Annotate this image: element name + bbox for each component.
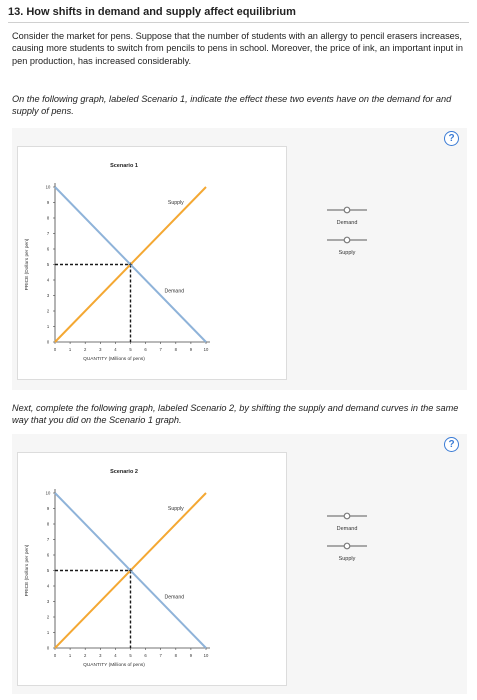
y-tick-label: 7 — [47, 231, 50, 236]
scenario-2-legend: Demand Supply — [292, 452, 432, 684]
x-axis-label: QUANTITY (Millions of pens) — [83, 662, 145, 668]
x-tick-label: 7 — [160, 653, 163, 658]
question-title: 13. How shifts in demand and supply affe… — [8, 6, 296, 18]
demand-tool[interactable]: Demand — [292, 510, 432, 538]
x-tick-label: 0 — [54, 347, 57, 352]
x-tick-label: 8 — [175, 653, 178, 658]
y-tick-label: 6 — [47, 553, 50, 558]
demand-curve-label: Demand — [164, 288, 184, 294]
y-tick-label: 1 — [47, 324, 50, 329]
y-tick-label: 2 — [47, 615, 50, 620]
scenario-1-panel: ? Scenario 1 0 1 2 3 4 5 6 7 8 9 10 0 1 2 3 4 5 6 7 8 9 10 QUAN… — [12, 128, 467, 390]
y-tick-label: 7 — [47, 537, 50, 542]
scenario-2-instruction: Next, complete the following graph, labe… — [12, 403, 459, 426]
help-icon[interactable]: ? — [444, 131, 459, 146]
x-tick-label: 8 — [175, 347, 178, 352]
y-tick-label: 3 — [47, 599, 50, 604]
supply-curve-label: Supply — [168, 506, 184, 512]
y-axis-label: PRICE (Dollars per pen) — [24, 238, 30, 290]
y-tick-label: 8 — [47, 522, 50, 527]
supply-tool-label: Supply — [338, 250, 356, 256]
scenario-1-graph[interactable]: Scenario 1 0 1 2 3 4 5 6 7 8 9 10 0 1 2 3 4 5 6 7 8 9 10 QUANTI… — [17, 146, 287, 380]
x-tick-label: 3 — [99, 653, 102, 658]
supply-tool-label: Supply — [338, 556, 356, 562]
supply-tool-icon[interactable] — [325, 540, 369, 552]
scenario-2-panel: ? Scenario 2 0 1 2 3 4 5 6 7 8 9 10 0 1 2 3 4 5 6 7 8 9 10 QUAN… — [12, 434, 467, 694]
y-tick-label: 9 — [47, 200, 50, 205]
scenario-2-chart[interactable]: Scenario 2 0 1 2 3 4 5 6 7 8 9 10 0 1 2 3 4 5 6 7 8 9 10 QUANTI… — [18, 453, 286, 685]
x-tick-label: 1 — [69, 347, 72, 352]
y-tick-label: 9 — [47, 506, 50, 511]
demand-tool-label: Demand — [336, 220, 358, 226]
y-tick-label: 4 — [47, 584, 50, 589]
y-tick-label: 8 — [47, 216, 50, 221]
x-tick-label: 2 — [84, 653, 87, 658]
y-tick-label: 3 — [47, 293, 50, 298]
x-tick-label: 7 — [160, 347, 163, 352]
y-tick-label: 1 — [47, 630, 50, 635]
equilibrium-point: + — [128, 260, 133, 269]
scenario-1-instruction: On the following graph, labeled Scenario… — [12, 94, 452, 117]
x-tick-label: 4 — [114, 653, 117, 658]
y-tick-label: 2 — [47, 309, 50, 314]
demand-tool[interactable]: Demand — [292, 204, 432, 232]
y-axis-label: PRICE (Dollars per pen) — [24, 544, 30, 596]
y-tick-label: 0 — [47, 646, 50, 651]
supply-tool[interactable]: Supply — [292, 540, 432, 568]
y-tick-label: 10 — [46, 491, 51, 496]
supply-curve-label: Supply — [168, 200, 184, 206]
x-tick-label: 6 — [144, 653, 147, 658]
y-tick-label: 5 — [47, 568, 50, 573]
y-tick-label: 0 — [47, 340, 50, 345]
chart-title: Scenario 2 — [110, 469, 138, 475]
y-tick-label: 5 — [47, 262, 50, 267]
demand-tool-icon[interactable] — [325, 510, 369, 522]
scenario-2-graph[interactable]: Scenario 2 0 1 2 3 4 5 6 7 8 9 10 0 1 2 3 4 5 6 7 8 9 10 QUANTI… — [17, 452, 287, 686]
demand-curve-label: Demand — [164, 594, 184, 600]
x-tick-label: 9 — [190, 653, 193, 658]
x-tick-label: 5 — [129, 653, 132, 658]
x-tick-label: 4 — [114, 347, 117, 352]
x-tick-label: 1 — [69, 653, 72, 658]
x-tick-label: 10 — [204, 653, 209, 658]
help-icon[interactable]: ? — [444, 437, 459, 452]
x-tick-label: 2 — [84, 347, 87, 352]
x-tick-label: 3 — [99, 347, 102, 352]
scenario-1-legend: Demand Supply — [292, 146, 432, 378]
demand-tool-icon[interactable] — [325, 204, 369, 216]
x-tick-label: 9 — [190, 347, 193, 352]
demand-curve — [54, 186, 207, 343]
scenario-1-chart[interactable]: Scenario 1 0 1 2 3 4 5 6 7 8 9 10 0 1 2 3 4 5 6 7 8 9 10 QUANTI… — [18, 147, 286, 379]
supply-tool[interactable]: Supply — [292, 234, 432, 262]
x-axis-label: QUANTITY (Millions of pens) — [83, 356, 145, 362]
title-divider — [8, 22, 469, 23]
y-tick-label: 4 — [47, 278, 50, 283]
equilibrium-point: + — [128, 566, 133, 575]
question-intro: Consider the market for pens. Suppose th… — [12, 31, 463, 66]
demand-tool-label: Demand — [336, 526, 358, 532]
y-tick-label: 6 — [47, 247, 50, 252]
supply-tool-icon[interactable] — [325, 234, 369, 246]
x-tick-label: 10 — [204, 347, 209, 352]
x-tick-label: 5 — [129, 347, 132, 352]
y-tick-label: 10 — [46, 185, 51, 190]
demand-curve — [54, 492, 207, 649]
x-tick-label: 6 — [144, 347, 147, 352]
x-tick-label: 0 — [54, 653, 57, 658]
chart-title: Scenario 1 — [110, 163, 138, 169]
